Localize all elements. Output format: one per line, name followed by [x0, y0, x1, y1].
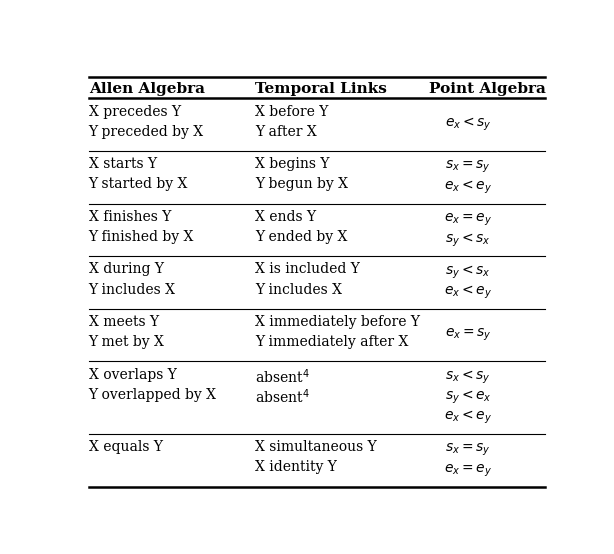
Text: $e_x < e_y$: $e_x < e_y$ — [444, 409, 492, 427]
Text: $e_x = e_y$: $e_x = e_y$ — [444, 212, 492, 228]
Text: X is included Y: X is included Y — [255, 263, 360, 276]
Text: $e_x < e_y$: $e_x < e_y$ — [444, 179, 492, 196]
Text: Y overlapped by X: Y overlapped by X — [88, 388, 217, 402]
Text: X immediately before Y: X immediately before Y — [255, 315, 420, 329]
Text: X simultaneous Y: X simultaneous Y — [255, 440, 377, 454]
Text: Point Algebra: Point Algebra — [429, 82, 545, 96]
Text: $s_y < s_x$: $s_y < s_x$ — [445, 264, 491, 281]
Text: $s_x < s_y$: $s_x < s_y$ — [445, 369, 491, 386]
Text: absent$^4$: absent$^4$ — [255, 388, 310, 406]
Text: Y ended by X: Y ended by X — [255, 230, 348, 244]
Text: Y preceded by X: Y preceded by X — [88, 125, 204, 138]
Text: $s_y < s_x$: $s_y < s_x$ — [445, 232, 491, 249]
Text: $e_x < s_y$: $e_x < s_y$ — [445, 116, 492, 134]
Text: absent$^4$: absent$^4$ — [255, 367, 310, 386]
Text: X starts Y: X starts Y — [88, 157, 157, 171]
Text: $e_x = s_y$: $e_x = s_y$ — [445, 327, 492, 343]
Text: Y begun by X: Y begun by X — [255, 177, 348, 191]
Text: Allen Algebra: Allen Algebra — [88, 82, 204, 96]
Text: Y includes X: Y includes X — [88, 283, 176, 296]
Text: Y started by X: Y started by X — [88, 177, 188, 191]
Text: Y met by X: Y met by X — [88, 335, 165, 349]
Text: X meets Y: X meets Y — [88, 315, 159, 329]
Text: Y finished by X: Y finished by X — [88, 230, 194, 244]
Text: $s_y < e_x$: $s_y < e_x$ — [445, 389, 492, 407]
Text: X before Y: X before Y — [255, 105, 328, 119]
Text: X precedes Y: X precedes Y — [88, 105, 181, 119]
Text: X identity Y: X identity Y — [255, 460, 337, 474]
Text: Y immediately after X: Y immediately after X — [255, 335, 408, 349]
Text: X finishes Y: X finishes Y — [88, 210, 171, 224]
Text: $s_x = s_y$: $s_x = s_y$ — [445, 442, 491, 459]
Text: $e_x < e_y$: $e_x < e_y$ — [444, 284, 492, 301]
Text: X overlaps Y: X overlaps Y — [88, 367, 176, 382]
Text: X equals Y: X equals Y — [88, 440, 163, 454]
Text: X ends Y: X ends Y — [255, 210, 316, 224]
Text: Y includes X: Y includes X — [255, 283, 342, 296]
Text: X during Y: X during Y — [88, 263, 164, 276]
Text: $e_x = e_y$: $e_x = e_y$ — [444, 462, 492, 479]
Text: Temporal Links: Temporal Links — [255, 82, 387, 96]
Text: $s_x = s_y$: $s_x = s_y$ — [445, 159, 491, 176]
Text: Y after X: Y after X — [255, 125, 317, 138]
Text: X begins Y: X begins Y — [255, 157, 330, 171]
